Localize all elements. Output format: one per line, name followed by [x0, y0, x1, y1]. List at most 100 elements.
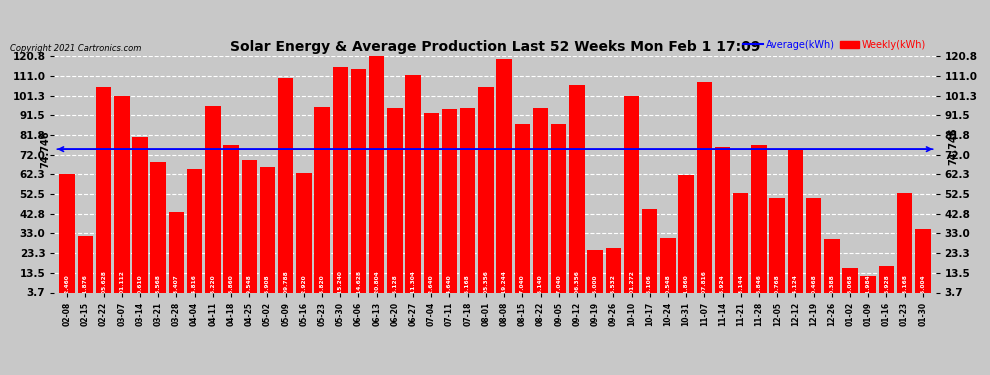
Text: 96.220: 96.220 [210, 274, 216, 297]
Text: 16.928: 16.928 [884, 274, 889, 297]
Text: 76.846: 76.846 [756, 274, 761, 297]
Bar [551, 124, 566, 300]
Text: 62.460: 62.460 [64, 274, 69, 297]
Text: 95.128: 95.128 [392, 274, 397, 297]
Bar [842, 267, 857, 300]
Text: 87.040: 87.040 [520, 274, 525, 297]
Text: 107.816: 107.816 [702, 270, 707, 297]
Text: 53.144: 53.144 [739, 274, 743, 297]
Text: 25.000: 25.000 [593, 274, 598, 297]
Bar [442, 109, 457, 300]
Bar [478, 87, 494, 300]
Text: 119.244: 119.244 [502, 270, 507, 297]
Text: 95.140: 95.140 [538, 274, 543, 297]
Bar [860, 276, 876, 300]
Text: 65.908: 65.908 [265, 274, 270, 297]
Bar [569, 86, 585, 300]
Bar [496, 59, 512, 300]
Text: 114.628: 114.628 [356, 270, 361, 297]
Bar [150, 162, 166, 300]
Bar [515, 124, 530, 300]
Text: 43.407: 43.407 [174, 274, 179, 297]
Bar [806, 198, 822, 300]
Text: 50.468: 50.468 [811, 274, 816, 297]
Text: 105.628: 105.628 [101, 270, 106, 297]
Bar [733, 193, 748, 300]
Bar [715, 147, 731, 300]
Bar [769, 198, 785, 300]
Text: 68.568: 68.568 [155, 274, 160, 297]
Text: 31.876: 31.876 [83, 274, 88, 297]
Text: 95.820: 95.820 [320, 274, 325, 297]
Text: 64.816: 64.816 [192, 274, 197, 297]
Text: 106.356: 106.356 [574, 270, 579, 297]
Text: 74.746: 74.746 [948, 128, 958, 165]
Text: 35.004: 35.004 [921, 274, 926, 297]
Bar [278, 78, 293, 300]
Bar [333, 68, 348, 300]
Text: Copyright 2021 Cartronics.com: Copyright 2021 Cartronics.com [10, 44, 142, 52]
Text: 69.548: 69.548 [247, 274, 251, 297]
Text: 87.040: 87.040 [556, 274, 561, 297]
Bar [606, 249, 621, 300]
Text: 75.924: 75.924 [720, 274, 725, 297]
Bar [242, 160, 257, 300]
Text: 115.240: 115.240 [338, 270, 343, 297]
Bar [879, 266, 894, 300]
Bar [350, 69, 366, 300]
Bar [824, 238, 840, 300]
Bar [897, 193, 913, 300]
Bar [296, 173, 312, 300]
Bar [460, 108, 475, 300]
Text: 92.640: 92.640 [429, 274, 434, 297]
Bar [224, 145, 239, 300]
Bar [624, 96, 640, 300]
Bar [59, 174, 75, 300]
Text: 101.272: 101.272 [629, 270, 634, 297]
Bar [369, 56, 384, 300]
Text: 101.112: 101.112 [120, 270, 125, 297]
Bar [187, 169, 202, 300]
Bar [915, 230, 931, 300]
Text: 25.532: 25.532 [611, 274, 616, 297]
Bar [168, 212, 184, 300]
Text: 61.860: 61.860 [684, 274, 689, 297]
Text: 62.920: 62.920 [301, 274, 306, 297]
Text: 76.860: 76.860 [229, 274, 234, 297]
Bar [678, 175, 694, 300]
Bar [642, 209, 657, 300]
Text: 74.124: 74.124 [793, 274, 798, 297]
Text: 111.304: 111.304 [411, 270, 416, 297]
Text: 30.388: 30.388 [830, 274, 835, 297]
Bar [405, 75, 421, 300]
Bar [424, 113, 439, 300]
Bar [533, 108, 548, 300]
Text: 120.804: 120.804 [374, 270, 379, 297]
Bar [697, 82, 712, 300]
Text: 94.640: 94.640 [447, 274, 452, 297]
Bar [205, 106, 221, 300]
Bar [314, 106, 330, 300]
Text: 80.610: 80.610 [138, 274, 143, 297]
Text: 11.984: 11.984 [865, 274, 870, 297]
Bar [114, 96, 130, 300]
Bar [96, 87, 111, 300]
Text: 74.746: 74.746 [41, 130, 50, 168]
Text: 16.068: 16.068 [847, 274, 852, 297]
Title: Solar Energy & Average Production Last 52 Weeks Mon Feb 1 17:09: Solar Energy & Average Production Last 5… [230, 40, 760, 54]
Bar [77, 236, 93, 300]
Text: 30.548: 30.548 [665, 274, 670, 297]
Text: 95.168: 95.168 [465, 274, 470, 297]
Text: 50.768: 50.768 [774, 274, 780, 297]
Bar [133, 137, 148, 300]
Legend: Average(kWh), Weekly(kWh): Average(kWh), Weekly(kWh) [743, 40, 927, 50]
Bar [387, 108, 403, 300]
Bar [259, 167, 275, 300]
Text: 105.356: 105.356 [483, 270, 488, 297]
Bar [751, 145, 766, 300]
Bar [660, 238, 676, 300]
Text: 53.168: 53.168 [902, 274, 907, 297]
Text: 109.788: 109.788 [283, 270, 288, 297]
Bar [788, 150, 803, 300]
Bar [587, 249, 603, 300]
